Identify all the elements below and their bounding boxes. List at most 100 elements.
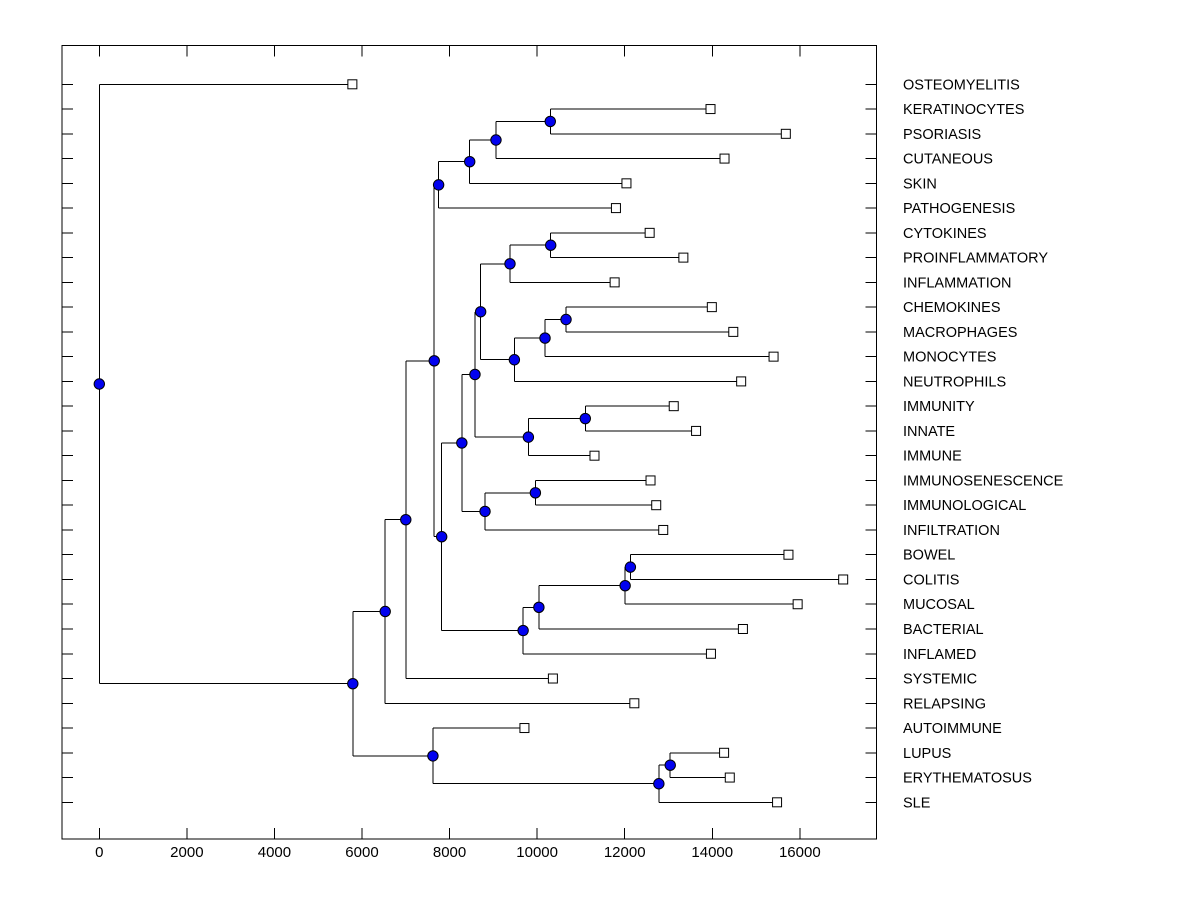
- leaf-marker: [629, 698, 640, 709]
- tree-branches: [98, 83, 844, 803]
- branch-node-marker: [469, 368, 481, 381]
- leaf-marker: [705, 648, 716, 659]
- leaf-marker: [772, 797, 783, 808]
- leaf-label: INFLAMMATION: [903, 275, 1011, 291]
- leaf-label: BACTERIAL: [903, 622, 984, 638]
- leaf-marker: [347, 79, 358, 90]
- leaf-marker: [691, 425, 702, 436]
- leaf-label: NEUTROPHILS: [903, 374, 1006, 390]
- branch-node-marker: [544, 115, 556, 128]
- leaf-label: INNATE: [903, 424, 955, 440]
- leaf-label: CYTOKINES: [903, 226, 987, 242]
- branch-node-marker: [664, 759, 676, 771]
- branch-node-marker: [347, 677, 359, 690]
- leaf-label: MACROPHAGES: [903, 325, 1017, 341]
- x-tick-label: 4000: [258, 844, 291, 861]
- x-tick-label: 8000: [433, 844, 466, 861]
- leaf-label: SLE: [903, 795, 931, 811]
- branch-node-marker: [539, 332, 551, 344]
- leaf-label: OSTEOMYELITIS: [903, 77, 1020, 93]
- leaf-marker: [610, 203, 621, 214]
- leaf-marker: [724, 772, 735, 783]
- branch-node-marker: [579, 412, 591, 425]
- leaf-label: MONOCYTES: [903, 350, 996, 366]
- leaf-label: KERATINOCYTES: [903, 102, 1024, 118]
- x-tick-label: 12000: [604, 844, 646, 861]
- leaf-label: IMMUNOSENESCENCE: [903, 473, 1064, 489]
- leaf-label: PSORIASIS: [903, 127, 981, 143]
- leaf-label: BOWEL: [903, 548, 955, 564]
- leaf-label: SYSTEMIC: [903, 672, 977, 688]
- branch-node-marker: [490, 134, 502, 146]
- branch-node-marker: [653, 778, 665, 790]
- leaf-marker: [838, 574, 849, 585]
- branch-node-marker: [93, 378, 106, 390]
- leaf-label: IMMUNOLOGICAL: [903, 498, 1026, 514]
- leaf-label: INFILTRATION: [903, 523, 1000, 539]
- leaf-label: ERYTHEMATOSUS: [903, 771, 1032, 787]
- leaf-marker: [792, 599, 803, 610]
- branch-node-marker: [508, 354, 521, 366]
- leaf-label: COLITIS: [903, 572, 959, 588]
- branch-node-marker: [474, 306, 487, 318]
- branch-node-marker: [456, 437, 468, 449]
- leaf-marker: [658, 524, 669, 535]
- x-tick-label: 0: [95, 844, 103, 861]
- branch-node-marker: [624, 561, 637, 573]
- leaf-label: CHEMOKINES: [903, 300, 1001, 316]
- branch-node-marker: [432, 179, 445, 191]
- leaf-marker: [783, 549, 794, 560]
- leaf-label: PROINFLAMMATORY: [903, 251, 1048, 267]
- branch-node-marker: [464, 155, 476, 168]
- branch-node-marker: [619, 579, 631, 592]
- branch-node-marker: [533, 601, 545, 614]
- leaf-marker: [705, 104, 716, 115]
- leaf-marker: [736, 376, 747, 387]
- leaf-marker: [519, 723, 530, 734]
- branch-node-marker: [435, 531, 448, 543]
- leaf-label: CUTANEOUS: [903, 152, 993, 168]
- leaf-label: MUCOSAL: [903, 597, 975, 613]
- branch-node-marker: [545, 239, 557, 251]
- x-tick-label: 10000: [516, 844, 558, 861]
- x-tick-label: 16000: [779, 844, 821, 861]
- x-tick-label: 2000: [170, 844, 203, 861]
- plot-box: [61, 45, 877, 840]
- leaf-marker: [719, 747, 730, 758]
- leaf-label: IMMUNE: [903, 449, 962, 465]
- leaf-marker: [780, 128, 791, 139]
- leaf-label: AUTOIMMUNE: [903, 721, 1002, 737]
- leaf-label: SKIN: [903, 176, 937, 192]
- branch-node-marker: [522, 431, 535, 443]
- leaf-marker: [609, 277, 620, 288]
- leaf-marker: [645, 475, 656, 486]
- leaf-marker: [706, 302, 717, 313]
- leaf-label: LUPUS: [903, 746, 951, 762]
- leaf-marker: [644, 227, 655, 238]
- leaf-marker: [719, 153, 730, 164]
- leaf-marker: [678, 252, 689, 263]
- leaf-label: RELAPSING: [903, 696, 986, 712]
- leaf-marker: [668, 401, 679, 412]
- branch-node-marker: [529, 487, 542, 499]
- x-tick-label: 6000: [345, 844, 378, 861]
- leaf-label: IMMUNITY: [903, 399, 975, 415]
- leaf-marker: [651, 500, 662, 511]
- branch-node-marker: [428, 355, 440, 367]
- x-tick-label: 14000: [691, 844, 733, 861]
- branch-node-marker: [400, 513, 412, 526]
- leaf-marker: [768, 351, 779, 362]
- branch-node-marker: [379, 605, 391, 618]
- branch-node-marker: [517, 624, 529, 637]
- branch-node-marker: [479, 505, 491, 518]
- leaf-label: INFLAMED: [903, 647, 976, 663]
- leaf-marker: [737, 623, 748, 634]
- leaf-marker: [547, 673, 558, 684]
- leaf-marker: [589, 450, 600, 461]
- branch-node-marker: [427, 750, 439, 762]
- leaf-marker: [728, 326, 739, 337]
- leaf-label: PATHOGENESIS: [903, 201, 1015, 217]
- leaf-marker: [621, 178, 632, 189]
